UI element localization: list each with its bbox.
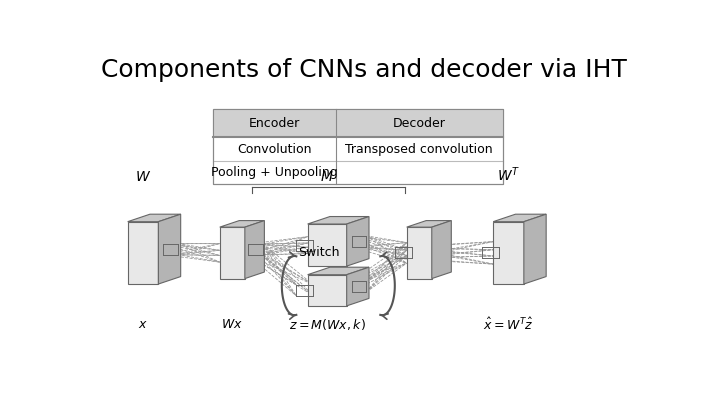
Text: $M$: $M$ [320, 170, 334, 184]
Polygon shape [307, 275, 347, 306]
Polygon shape [307, 217, 369, 224]
Polygon shape [127, 214, 181, 222]
Bar [213, 109, 503, 137]
Text: Components of CNNs and decoder via IHT: Components of CNNs and decoder via IHT [101, 58, 627, 82]
Text: $x$: $x$ [138, 318, 148, 331]
Text: Transposed convolution: Transposed convolution [346, 143, 493, 156]
Text: Decoder: Decoder [393, 117, 446, 130]
Polygon shape [347, 267, 369, 306]
Polygon shape [493, 222, 524, 284]
Polygon shape [220, 221, 264, 227]
Polygon shape [493, 214, 546, 222]
Polygon shape [158, 214, 181, 284]
Polygon shape [307, 267, 369, 275]
Text: $W^T$: $W^T$ [497, 166, 520, 184]
Polygon shape [347, 217, 369, 266]
Polygon shape [220, 227, 245, 279]
Text: Encoder: Encoder [248, 117, 300, 130]
Text: $W$: $W$ [135, 170, 151, 184]
Bar [213, 109, 503, 184]
Bar [213, 109, 503, 184]
Text: Switch: Switch [298, 246, 340, 259]
Polygon shape [127, 222, 158, 284]
Polygon shape [432, 221, 451, 279]
Polygon shape [407, 221, 451, 227]
Polygon shape [524, 214, 546, 284]
Text: Pooling + Unpooling: Pooling + Unpooling [211, 166, 338, 179]
Text: Convolution: Convolution [237, 143, 311, 156]
Polygon shape [307, 224, 347, 266]
Polygon shape [407, 227, 432, 279]
Text: $z = M(Wx, k)$: $z = M(Wx, k)$ [289, 317, 366, 332]
Polygon shape [245, 221, 264, 279]
Text: $\hat{x} = W^T\hat{z}$: $\hat{x} = W^T\hat{z}$ [483, 317, 534, 333]
Text: $Wx$: $Wx$ [221, 318, 243, 331]
